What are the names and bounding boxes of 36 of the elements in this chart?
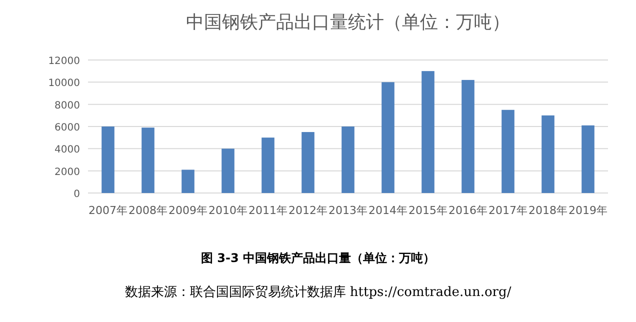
x-tick-label: 2017年 <box>488 204 528 217</box>
x-tick-label: 2012年 <box>288 204 328 217</box>
bar <box>502 110 514 193</box>
x-tick-label: 2018年 <box>528 204 568 217</box>
y-tick-label: 0 <box>74 189 80 200</box>
bar <box>342 126 354 193</box>
bar <box>262 138 274 193</box>
x-tick-label: 2011年 <box>248 204 288 217</box>
bar <box>542 115 554 193</box>
bar <box>142 128 154 193</box>
bar <box>582 125 594 193</box>
y-tick-label: 2000 <box>54 166 80 178</box>
y-tick-label: 6000 <box>54 122 80 134</box>
source-note: 数据来源：联合国国际贸易统计数据库 https://comtrade.un.org/ <box>124 285 512 300</box>
y-tick-label: 8000 <box>54 100 80 112</box>
x-tick-label: 2009年 <box>168 204 208 217</box>
bar <box>222 148 234 193</box>
y-tick-label: 12000 <box>48 56 80 67</box>
x-tick-label: 2014年 <box>368 204 408 217</box>
chart-title: 中国钢铁产品出口量统计（单位：万吨） <box>186 12 510 33</box>
x-tick-label: 2013年 <box>328 204 368 217</box>
bar <box>182 170 194 193</box>
x-tick-label: 2016年 <box>448 204 488 217</box>
y-tick-label: 4000 <box>54 144 80 156</box>
bar <box>422 71 434 193</box>
x-tick-label: 2007年 <box>88 204 128 217</box>
bar <box>302 132 314 193</box>
x-tick-label: 2019年 <box>568 204 608 217</box>
bar <box>102 126 114 193</box>
y-tick-label: 10000 <box>48 78 80 90</box>
x-tick-label: 2010年 <box>208 204 248 217</box>
caption: 图 3-3 中国钢铁产品出口量（单位：万吨） <box>200 251 436 265</box>
x-tick-label: 2015年 <box>408 204 448 217</box>
bar <box>462 80 474 193</box>
bar <box>382 82 394 193</box>
x-tick-label: 2008年 <box>128 204 168 217</box>
